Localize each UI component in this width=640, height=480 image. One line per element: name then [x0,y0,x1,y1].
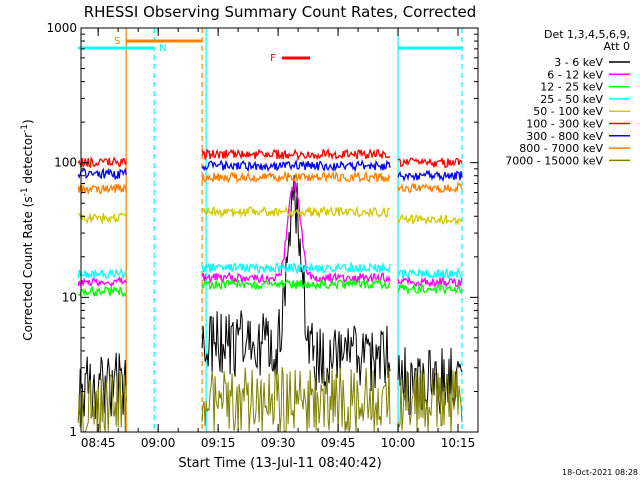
series-line [77,371,127,433]
series-line [397,157,463,169]
x-tick-label: 08:45 [81,436,116,450]
legend-header-line-2: Att 0 [604,40,630,53]
series-line [397,347,463,415]
x-axis-label: Start Time (13-Jul-11 08:40:42) [178,456,381,471]
y-axis-label-sup2: -1 [20,124,30,133]
series-line [77,266,127,281]
flag-label-N: N [159,43,166,54]
series-line [77,156,127,169]
chart-title: RHESSI Observing Summary Count Rates, Co… [84,3,477,21]
series-line [77,212,127,225]
x-tick-label: 10:00 [381,436,416,450]
series-6-12-kev [77,181,463,289]
series-line [201,181,391,285]
flag-label-S: S [114,36,120,47]
series-7000-15000-kev [77,367,463,433]
series-50-100-kev [77,205,463,227]
series-line [397,275,463,289]
legend-label: 3 - 6 keV [554,56,603,69]
footer-timestamp: 18-Oct-2021 08:28 [562,468,638,477]
series-line [397,266,463,280]
y-tick-label: 10 [62,290,77,304]
series-100-300-kev [77,147,463,169]
x-tick-label: 09:30 [261,436,296,450]
legend-label: 800 - 7000 keV [519,142,603,155]
series-line [397,369,463,433]
legend-label: 12 - 25 keV [540,81,603,94]
series-line [397,213,463,227]
series-line [201,170,391,184]
y-tick-label: 100 [54,156,77,170]
series-line [77,183,127,196]
plot-frame [80,27,479,433]
series-300-800-kev [77,158,463,183]
series-line [201,158,391,173]
legend-label: 300 - 800 keV [526,130,603,143]
series-25-50-kev [77,260,463,281]
series-line [201,278,391,291]
legend-label: 25 - 50 keV [540,93,603,106]
series-line [313,325,391,392]
legend-label: 6 - 12 keV [547,68,603,81]
x-tick-label: 10:15 [441,436,476,450]
series-line [201,147,391,162]
x-tick-label: 09:00 [141,436,176,450]
y-axis-label-sup1: -1 [20,187,30,196]
series-line [397,169,463,183]
x-tick-label: 09:15 [201,436,236,450]
legend-header-line-1: Det 1,3,4,5,6,9, [544,28,630,41]
y-tick-label: 1000 [46,21,77,35]
y-axis-label-mid: detector [21,133,35,188]
series-line [397,181,463,194]
series-line [77,167,127,181]
series-line [397,282,463,296]
series-3-6-kev [77,174,463,420]
legend-label: 100 - 300 keV [526,118,603,131]
y-axis-label: Corrected Count Rate (s-1 detector-1) [20,119,35,340]
y-axis-label-end: ) [21,119,35,124]
plot-area: S N F 1 10 100 1000 08:45 09:00 09:15 09:30 09:45 10… [46,21,479,450]
x-tick-label: 09:45 [321,436,356,450]
series-line [78,285,127,298]
flag-label-F: F [270,53,276,64]
series-800-7000-kev [77,170,463,196]
series-12-25-kev [78,278,463,298]
series-line [201,260,391,275]
series-line [201,367,391,433]
legend-label: 50 - 100 keV [533,105,603,118]
series-line [201,205,391,219]
legend-label: 7000 - 15000 keV [505,154,603,167]
y-axis-label-main: Corrected Count Rate (s [21,196,35,340]
y-tick-label: 1 [69,425,77,439]
series-line [77,275,127,288]
